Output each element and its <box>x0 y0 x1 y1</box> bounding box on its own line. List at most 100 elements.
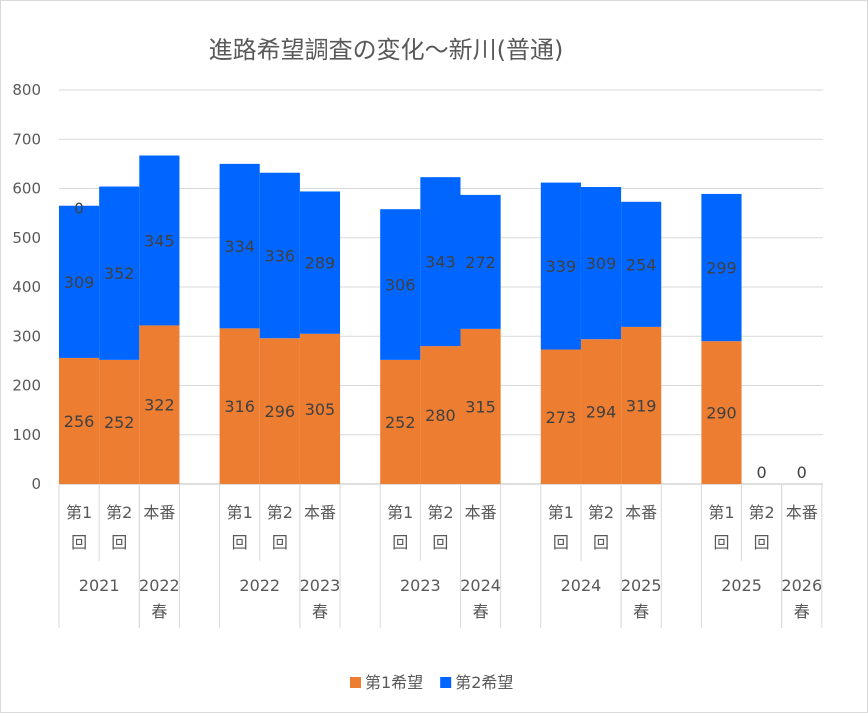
data-label-second-choice: 272 <box>465 253 496 272</box>
bar-second-choice <box>460 194 501 329</box>
bars <box>59 155 742 484</box>
chart-title: 進路希望調査の変化～新川(普通) <box>209 36 564 64</box>
data-label-second-choice: 339 <box>546 257 577 276</box>
x-group-label: 2023 <box>400 576 441 595</box>
bar-first-choice <box>621 326 662 484</box>
data-label-second-choice: 343 <box>425 253 456 272</box>
bar-first-choice <box>219 328 260 484</box>
x-sub-label: 第1 <box>548 503 574 522</box>
x-group-label: 2021 <box>79 576 120 595</box>
bar-first-choice <box>460 328 501 484</box>
x-sub-label: 本番 <box>625 503 657 522</box>
x-sub-label: 第1 <box>708 503 734 522</box>
bar-first-choice <box>299 333 341 484</box>
bar-first-choice <box>380 359 421 484</box>
data-label-extra: 0 <box>74 200 84 218</box>
bar-second-choice <box>299 191 341 334</box>
data-label-first-choice: 0 <box>797 463 807 482</box>
x-sub-label: 第2 <box>749 503 775 522</box>
x-sub-label: 回 <box>232 533 248 552</box>
y-tick-label: 300 <box>12 327 41 345</box>
bar-second-choice <box>259 172 300 339</box>
bar-second-choice <box>380 209 421 360</box>
data-label-second-choice: 334 <box>224 237 255 256</box>
x-group-label: 2024 <box>561 576 602 595</box>
data-label-first-choice: 280 <box>425 406 456 425</box>
x-sub-label: 回 <box>593 533 609 552</box>
data-label-second-choice: 336 <box>265 246 296 265</box>
data-label-second-choice: 254 <box>626 255 657 274</box>
bar-second-choice <box>701 193 742 342</box>
data-label-second-choice: 289 <box>305 254 336 273</box>
x-sub-label: 回 <box>392 533 408 552</box>
bar-second-choice <box>580 187 622 340</box>
y-tick-label: 800 <box>12 81 41 99</box>
bar-second-choice <box>219 163 260 329</box>
x-group-label: 2025 <box>621 576 662 595</box>
bar-second-choice <box>420 177 461 347</box>
bar-first-choice <box>701 341 742 484</box>
data-label-second-choice: 352 <box>104 264 135 283</box>
legend-swatch <box>350 677 361 688</box>
bar-second-choice <box>621 201 662 327</box>
x-group-label: 春 <box>312 602 328 621</box>
data-labels: 256 309 252 352 322 345 316 334 296 336 305 289 252 3… <box>64 200 807 482</box>
x-sub-label: 本番 <box>786 503 818 522</box>
bar-second-choice <box>540 182 581 350</box>
data-label-second-choice: 309 <box>586 254 617 273</box>
x-group-label: 春 <box>151 602 167 621</box>
x-group-label: 春 <box>473 602 489 621</box>
x-sub-label: 回 <box>553 533 569 552</box>
y-axis-tick-labels: 0 100 200 300 400 500 600 700 800 <box>12 81 41 493</box>
data-label-first-choice: 294 <box>586 403 617 422</box>
data-label-first-choice: 290 <box>706 404 737 423</box>
x-sub-label: 第2 <box>588 503 614 522</box>
bar-first-choice <box>540 349 581 484</box>
x-sub-label: 本番 <box>304 503 336 522</box>
x-sub-label: 回 <box>272 533 288 552</box>
bar-first-choice <box>59 357 100 484</box>
legend-label: 第2希望 <box>455 673 513 692</box>
x-group-label: 2024 <box>460 576 501 595</box>
data-label-second-choice: 306 <box>385 276 416 295</box>
bar-first-choice <box>99 359 140 484</box>
data-label-first-choice: 273 <box>546 408 577 427</box>
x-group-label: 春 <box>794 602 810 621</box>
x-group-label: 春 <box>633 602 649 621</box>
x-group-label: 2023 <box>300 576 341 595</box>
x-sub-label: 回 <box>754 533 770 552</box>
data-label-second-choice: 309 <box>64 273 95 292</box>
x-sub-label: 本番 <box>143 503 175 522</box>
data-label-first-choice: 316 <box>224 397 255 416</box>
legend-label: 第1希望 <box>365 673 423 692</box>
y-tick-label: 200 <box>12 377 41 395</box>
bar-second-choice <box>59 205 100 358</box>
x-sub-label: 第1 <box>387 503 413 522</box>
legend-swatch <box>440 677 452 688</box>
data-label-first-choice: 0 <box>757 463 767 482</box>
x-sub-label: 本番 <box>465 503 497 522</box>
x-sub-label: 第2 <box>427 503 453 522</box>
data-label-first-choice: 305 <box>305 400 336 419</box>
x-group-label: 2025 <box>721 576 762 595</box>
y-tick-label: 0 <box>31 475 41 493</box>
y-tick-label: 100 <box>12 426 41 444</box>
bar-first-choice <box>259 338 300 484</box>
data-label-first-choice: 315 <box>465 397 496 416</box>
x-sub-label: 第1 <box>227 503 253 522</box>
x-group-label: 2022 <box>139 576 180 595</box>
x-sub-label: 第2 <box>106 503 132 522</box>
x-sub-label: 回 <box>713 533 729 552</box>
data-label-first-choice: 252 <box>385 413 416 432</box>
x-group-label: 2022 <box>239 576 280 595</box>
bar-first-choice <box>139 325 180 484</box>
y-tick-label: 500 <box>12 229 41 247</box>
x-sub-label: 回 <box>432 533 448 552</box>
x-sub-label: 回 <box>111 533 127 552</box>
bar-second-choice <box>99 186 140 360</box>
y-tick-label: 700 <box>12 130 41 148</box>
data-label-first-choice: 322 <box>144 396 175 415</box>
y-tick-label: 400 <box>12 278 41 296</box>
